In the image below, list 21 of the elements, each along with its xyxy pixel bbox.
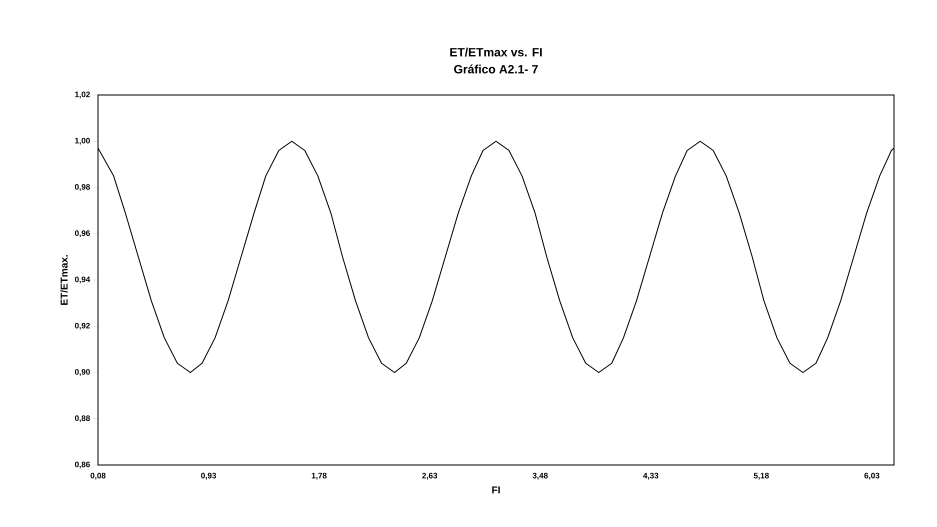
y-tick-label: 0,88: [74, 415, 90, 422]
x-tick-label: 1,78: [312, 472, 327, 480]
y-axis-title: ET/ETmax.: [60, 255, 68, 305]
x-tick-label: 5,18: [754, 472, 769, 480]
chart-subtitle: Gráfico A2.1- 7: [454, 64, 538, 74]
y-tick-label: 0,90: [74, 369, 90, 376]
chart-title: ET/ETmax vs. FI: [450, 48, 542, 57]
x-tick-label: 0,08: [90, 472, 106, 480]
x-tick-label: 0,93: [201, 472, 216, 480]
y-tick-label: 0,94: [74, 276, 90, 284]
x-axis-title: FI: [492, 486, 500, 494]
y-tick-label: 0,92: [74, 322, 90, 330]
y-tick-label: 0,86: [74, 462, 90, 468]
y-tick-label: 1,02: [75, 92, 90, 98]
y-tick-label: 0,98: [74, 184, 90, 191]
y-tick-label: 0,96: [74, 230, 90, 238]
x-tick-label: 3,48: [532, 472, 548, 480]
x-tick-label: 4,33: [643, 472, 658, 480]
x-tick-label: 2,63: [422, 472, 438, 480]
y-tick-label: 1,00: [75, 138, 90, 145]
x-tick-label: 6,03: [864, 472, 880, 480]
